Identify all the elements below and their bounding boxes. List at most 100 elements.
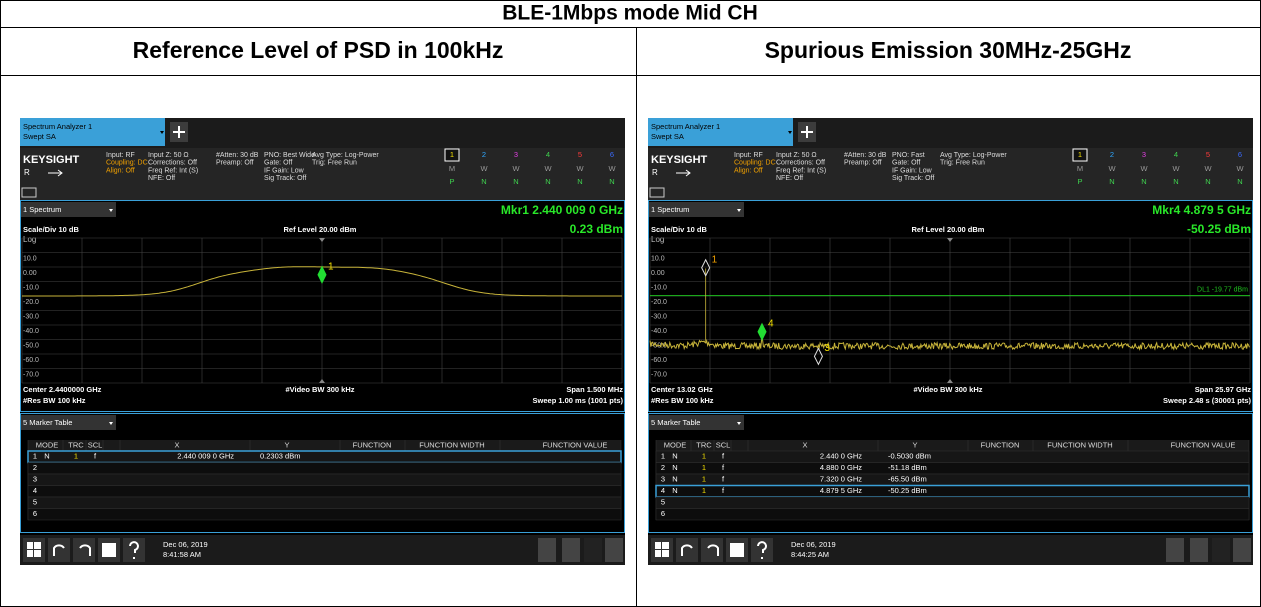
table-cell: 3 [661,475,665,484]
table-cell: -51.18 dBm [888,463,927,472]
video-bw: #Video BW 300 kHz [913,385,982,394]
setting: Avg Type: Log-Power [312,152,379,159]
table-cell: 2.440 0 GHz [820,452,862,461]
dropdown-arrow [737,422,741,425]
window-dropdown[interactable] [21,202,116,217]
trace-number: 6 [1238,150,1242,159]
trace-type: W [512,164,520,173]
trace-detector: N [481,177,486,186]
table-cell: f [722,452,725,461]
date: Dec 06, 2019 [163,540,208,549]
setting: PNO: Best Wide [264,152,315,159]
table-header-bg [28,440,621,451]
trace-number: 5 [578,150,582,159]
table-row [27,462,622,475]
scale-label: Scale/Div 10 dB [23,225,79,234]
table-cell: 1 [661,452,665,461]
sweep: Sweep 2.48 s (30001 pts) [1163,396,1251,405]
setting: Sig Track: Off [892,175,934,182]
video-bw: #Video BW 300 kHz [285,385,354,394]
table-cell: 4 [661,486,665,495]
tab-subtitle: Swept SA [23,132,56,141]
taskbar-button[interactable] [562,538,580,562]
window-label: 1 Spectrum [23,205,61,214]
setting: Coupling: DC [106,160,148,167]
table-cell: 1 [702,463,706,472]
taskbar-button[interactable] [1233,538,1251,562]
setting: IF Gain: Low [892,167,933,174]
column-heading: Spurious Emission 30MHz-25GHz [765,37,1132,63]
table-cell: 4.879 5 GHz [820,486,862,495]
taskbar-button[interactable] [1212,538,1230,562]
tab[interactable] [648,118,793,146]
y-axis-label: 10.0 [651,255,665,262]
table-row [655,485,1250,498]
setting: Gate: Off [892,160,920,167]
taskbar-button[interactable] [48,538,70,562]
table-cell: 2.440 009 0 GHz [177,452,234,461]
setting: NFE: Off [776,175,803,182]
setting: Align: Off [106,167,135,174]
trace-type: M [449,164,455,173]
setting: Avg Type: Log-Power [940,152,1007,159]
help-icon [129,541,139,559]
setting: Input: RF [106,152,135,159]
lxi-icon [649,187,665,198]
taskbar-button[interactable] [538,538,556,562]
res-bw: #Res BW 100 kHz [651,396,714,405]
marker-readout: Mkr1 2.440 009 0 GHz [501,203,623,217]
taskbar-button[interactable] [701,538,723,562]
marker-readout: Mkr4 4.879 5 GHz [1152,203,1251,217]
tab-title: Spectrum Analyzer 1 [23,122,92,131]
setting: Input: RF [734,152,763,159]
taskbar-button[interactable] [73,538,95,562]
table-header: FUNCTION VALUE [543,440,608,449]
window-label: 5 Marker Table [23,418,72,427]
table-row [655,496,1250,509]
y-axis-label: -60.0 [651,357,667,364]
trace-detector: N [1205,177,1210,186]
trace-type: W [1108,164,1116,173]
dropdown-arrow [109,209,113,212]
date: Dec 06, 2019 [791,540,836,549]
marker-value: -50.25 dBm [1187,222,1251,236]
y-axis-label: -70.0 [651,371,667,378]
dropdown-arrow [109,422,113,425]
marker-label: 4 [768,318,774,329]
table-cell: 2 [33,463,37,472]
trace-number: 3 [514,150,518,159]
taskbar-button[interactable] [1190,538,1208,562]
table-header: FUNCTION [981,440,1020,449]
tab[interactable] [20,118,165,146]
window-dropdown[interactable] [21,415,116,430]
y-axis-label: -50.0 [23,342,39,349]
taskbar-button[interactable] [605,538,623,562]
trace-type: W [608,164,616,173]
setting: Trig: Free Run [312,160,357,167]
trace-detector: N [1173,177,1178,186]
taskbar-button[interactable] [1166,538,1184,562]
add-icon [173,126,185,138]
input-icon [48,169,63,177]
undo-icon [53,544,65,556]
mode-letter: R [652,168,658,177]
brand: KEYSIGHT [651,154,708,166]
window-dropdown[interactable] [649,415,744,430]
table-header-bg [656,440,1249,451]
trace-number: 4 [1174,150,1178,159]
trace-number: 2 [1110,150,1114,159]
marker-label: 3 [824,343,830,354]
window-dropdown[interactable] [649,202,744,217]
setting: Preamp: Off [844,160,882,167]
table-cell: N [44,452,49,461]
trace-detector: N [545,177,550,186]
folder-icon [730,543,744,557]
trace-number: 1 [1078,150,1082,159]
taskbar-button[interactable] [584,538,602,562]
taskbar-button[interactable] [676,538,698,562]
taskbar [648,535,1253,565]
table-row [27,450,622,463]
table-cell: 2 [661,463,665,472]
